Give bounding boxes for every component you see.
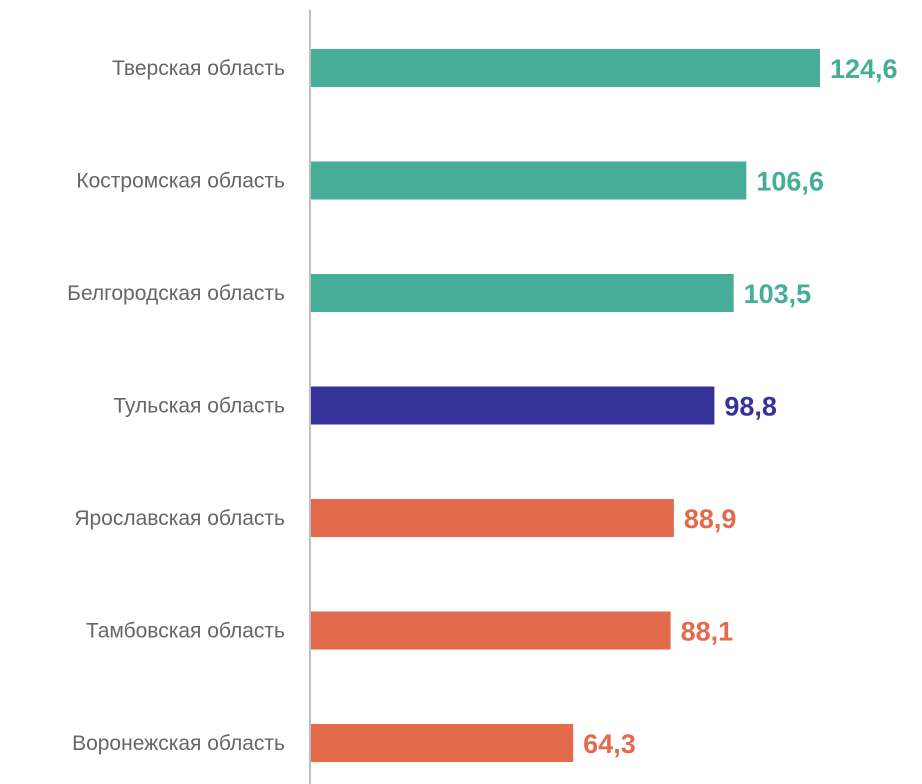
bar bbox=[310, 386, 715, 425]
value-label: 88,9 bbox=[684, 504, 737, 534]
category-label: Тверская область bbox=[112, 57, 285, 80]
bar bbox=[310, 274, 734, 312]
category-label: Воронежская область bbox=[72, 732, 285, 755]
category-label: Костромская область bbox=[76, 170, 285, 193]
value-label: 124,6 bbox=[830, 54, 898, 84]
value-label: 64,3 bbox=[583, 729, 636, 759]
value-labels: 124,6 106,6 103,5 98,8 88,9 88,1 64,3 bbox=[583, 54, 897, 759]
value-label: 106,6 bbox=[756, 167, 824, 197]
bar bbox=[310, 161, 747, 200]
value-label: 103,5 bbox=[744, 279, 812, 309]
category-label: Ярославская область bbox=[74, 507, 285, 530]
bar bbox=[310, 724, 574, 762]
value-label: 88,1 bbox=[681, 617, 734, 647]
category-labels: Тверская область Костромская область Белго… bbox=[67, 57, 285, 755]
category-label: Белгородская область bbox=[67, 282, 285, 305]
bar bbox=[310, 49, 820, 87]
category-label: Тамбовская область bbox=[86, 620, 285, 643]
bars-layer bbox=[310, 49, 820, 762]
value-label: 98,8 bbox=[724, 392, 777, 422]
bar bbox=[310, 611, 671, 650]
bar bbox=[310, 499, 674, 537]
category-label: Тульская область bbox=[113, 395, 285, 418]
